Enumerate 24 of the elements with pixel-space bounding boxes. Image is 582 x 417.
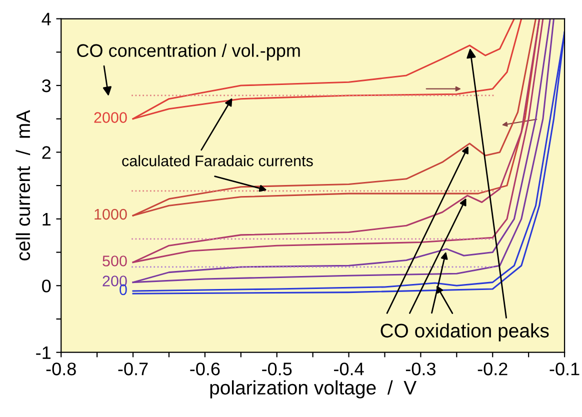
x-tick-label: -0.7 — [118, 362, 148, 376]
series-label: 1000 — [94, 208, 127, 220]
annotation: CO concentration / vol.-ppm — [77, 44, 300, 61]
x-tick-label: -0.2 — [478, 362, 508, 376]
series-label: 2000 — [94, 112, 127, 123]
annotation: calculated Faradaic currents — [122, 155, 313, 166]
x-tick-label: -0.8 — [46, 362, 76, 376]
annotation: CO oxidation peaks — [380, 323, 549, 342]
x-tick-label: -0.1 — [550, 362, 580, 376]
y-tick-label: 4 — [42, 12, 51, 26]
y-tick-label: -1 — [36, 346, 51, 359]
y-tick-label: 3 — [42, 79, 51, 92]
series-label: 0 — [120, 284, 127, 296]
x-tick-label: -0.5 — [262, 362, 292, 376]
x-tick-label: -0.6 — [190, 362, 220, 376]
y-axis-title: cell current / mA — [16, 110, 30, 260]
series-label: 500 — [102, 256, 127, 266]
y-tick-label: 1 — [42, 213, 51, 226]
y-tick-label: 0 — [42, 280, 51, 292]
x-axis-title: polarization voltage / V — [210, 380, 417, 398]
x-tick-label: -0.4 — [334, 362, 364, 376]
x-tick-label: -0.3 — [406, 362, 436, 376]
y-tick-label: 2 — [42, 146, 50, 159]
series-label: 200 — [102, 276, 127, 286]
